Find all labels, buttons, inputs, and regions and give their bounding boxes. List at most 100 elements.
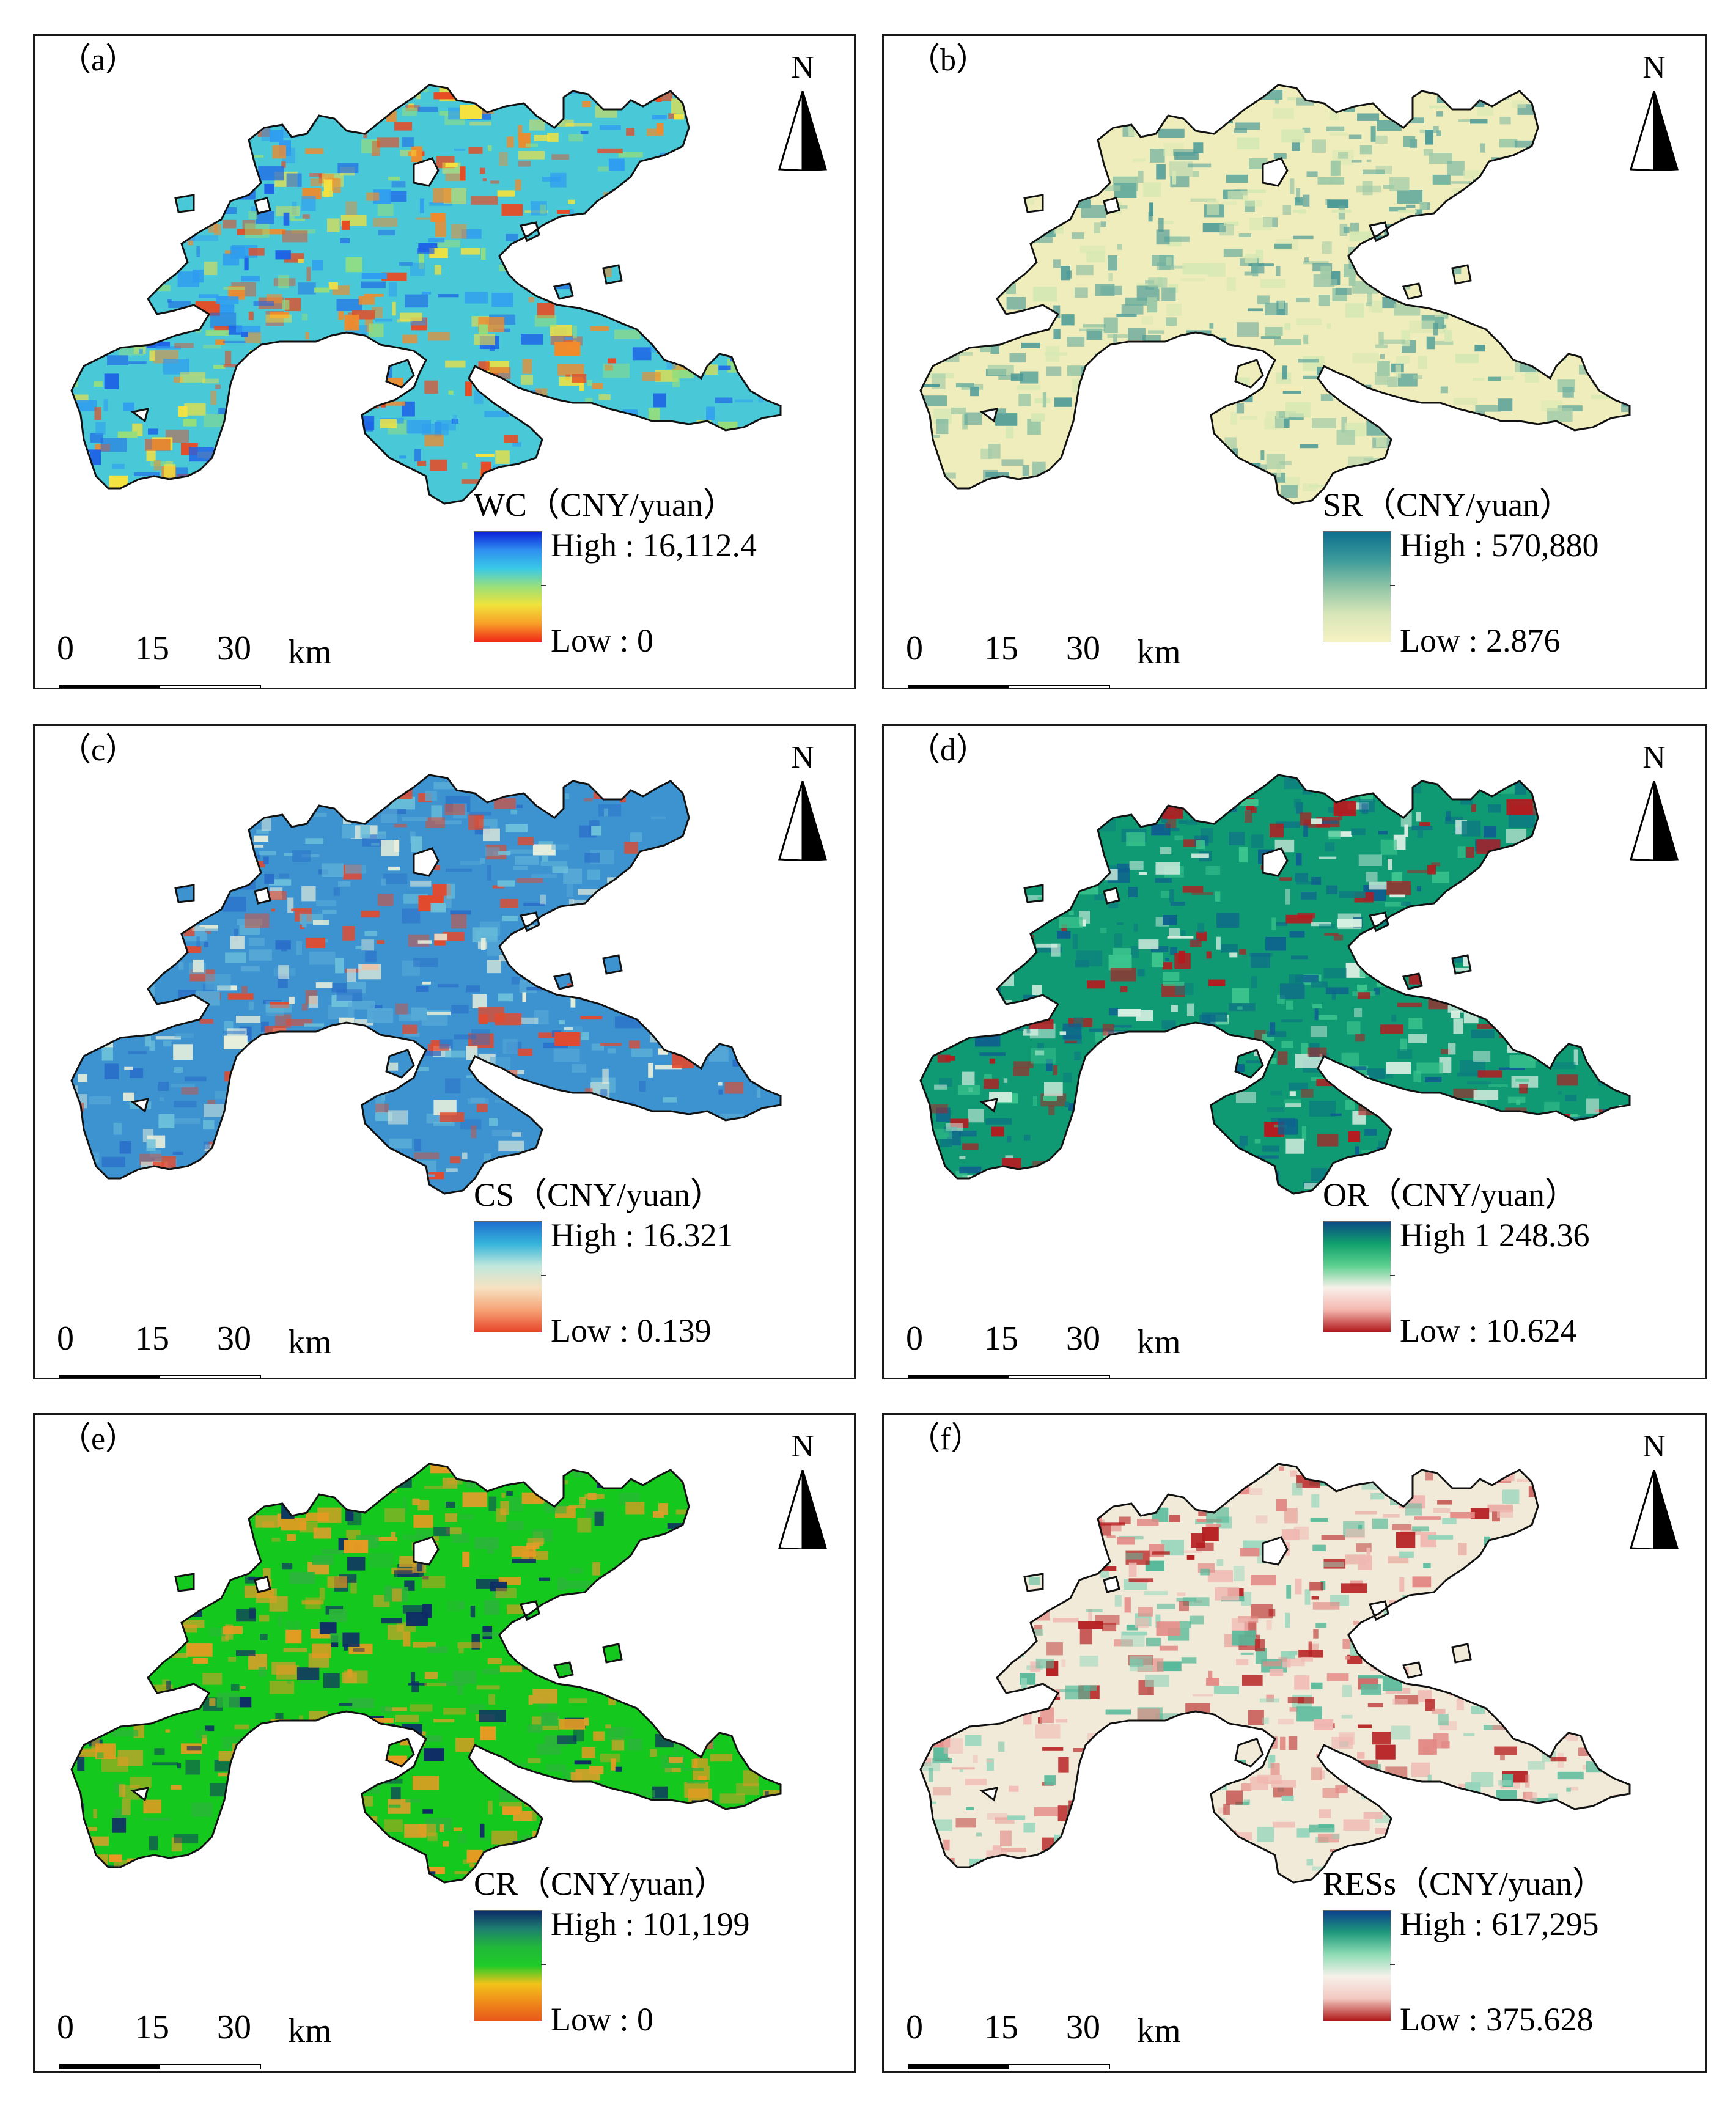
legend-high-label: High : 617,295	[1400, 1906, 1599, 1942]
north-label: N	[791, 740, 814, 775]
legend-color-ramp	[474, 1221, 542, 1332]
scale-tick-0: 0	[906, 1320, 923, 1357]
map-panel-c: （c） N CS（CNY/yuan） High : 16.321 Low : 0…	[33, 724, 856, 1379]
scale-bar: 0 15 30 km	[57, 1295, 375, 1378]
legend-mid-tick	[541, 1964, 546, 1965]
scale-tick-30: 30	[1066, 630, 1100, 667]
legend-high-label: High 1 248.36	[1400, 1217, 1590, 1254]
map-panel-e: （e） N CR（CNY/yuan） High : 101,199 Low : …	[33, 1413, 856, 2073]
scale-bar: 0 15 30 km	[57, 604, 375, 688]
north-arrow: N	[1625, 742, 1683, 864]
north-label: N	[791, 1429, 814, 1464]
scale-bar: 0 15 30 km	[906, 1983, 1224, 2069]
study-area-boundary	[919, 1463, 1631, 1884]
legend-low-label: Low : 0.139	[551, 1312, 712, 1349]
scale-bar-graphic	[908, 685, 1110, 688]
scale-bar-graphic	[908, 1375, 1110, 1378]
north-label: N	[1642, 740, 1666, 775]
north-arrow: N	[773, 742, 832, 864]
legend-color-ramp	[474, 531, 542, 642]
legend: SR（CNY/yuan） High : 570,880 Low : 2.876	[1323, 488, 1702, 684]
panel-label: （a）	[59, 43, 138, 78]
scale-tick-15: 15	[984, 1320, 1018, 1357]
scale-tick-15: 15	[135, 2008, 169, 2046]
legend-title: WC（CNY/yuan）	[474, 487, 736, 523]
legend-title: RESs（CNY/yuan）	[1323, 1865, 1606, 1902]
legend-mid-tick	[1390, 585, 1395, 586]
legend: OR（CNY/yuan） High 1 248.36 Low : 10.624	[1323, 1178, 1702, 1374]
north-arrow-icon	[778, 781, 827, 861]
scale-tick-15: 15	[984, 630, 1018, 667]
scale-unit: km	[288, 2012, 332, 2050]
legend-color-ramp	[1323, 1910, 1391, 2021]
study-area-map	[70, 1463, 782, 1884]
scale-tick-0: 0	[906, 2008, 923, 2046]
legend-low-label: Low : 375.628	[1400, 2001, 1594, 2038]
scale-tick-0: 0	[57, 630, 74, 667]
legend: RESs（CNY/yuan） High : 617,295 Low : 375.…	[1323, 1867, 1702, 2063]
legend-high-label: High : 16.321	[551, 1217, 734, 1254]
study-area-boundary	[919, 84, 1631, 505]
north-label: N	[1642, 1429, 1666, 1464]
legend-color-ramp	[474, 1910, 542, 2021]
north-arrow: N	[773, 52, 832, 174]
legend-mid-tick	[1390, 1275, 1395, 1276]
scale-bar: 0 15 30 km	[906, 1295, 1224, 1378]
map-panel-d: （d） N OR（CNY/yuan） High 1 248.36 Low : 1…	[882, 724, 1707, 1379]
scale-tick-15: 15	[135, 630, 169, 667]
legend-low-label: Low : 0	[551, 622, 653, 659]
north-arrow-icon	[778, 91, 827, 171]
scale-tick-30: 30	[217, 630, 251, 667]
panel-label: （e）	[59, 1422, 138, 1456]
north-label: N	[791, 50, 814, 85]
study-area-boundary	[70, 1463, 782, 1884]
scale-tick-30: 30	[1066, 2008, 1100, 2046]
scale-bar-graphic	[908, 2064, 1110, 2069]
legend-high-label: High : 16,112.4	[551, 527, 757, 564]
panel-label: （d）	[908, 733, 988, 768]
scale-tick-30: 30	[217, 2008, 251, 2046]
north-label: N	[1642, 50, 1666, 85]
legend-title: SR（CNY/yuan）	[1323, 487, 1573, 523]
scale-unit: km	[288, 1323, 332, 1361]
scale-tick-0: 0	[906, 630, 923, 667]
panel-label: （c）	[59, 733, 138, 768]
scale-unit: km	[288, 633, 332, 671]
legend-title: CR（CNY/yuan）	[474, 1865, 727, 1902]
legend-low-label: Low : 10.624	[1400, 1312, 1577, 1349]
scale-bar-graphic	[59, 1375, 261, 1378]
scale-tick-30: 30	[217, 1320, 251, 1357]
scale-bar: 0 15 30 km	[57, 1983, 375, 2069]
north-arrow: N	[1625, 52, 1683, 174]
study-area-map	[919, 774, 1631, 1195]
legend-low-label: Low : 0	[551, 2001, 653, 2038]
scale-tick-30: 30	[1066, 1320, 1100, 1357]
study-area-boundary	[919, 774, 1631, 1195]
north-arrow-icon	[778, 1470, 827, 1549]
scale-unit: km	[1137, 1323, 1181, 1361]
north-arrow-icon	[1630, 91, 1679, 171]
study-area-boundary	[70, 774, 782, 1195]
scale-tick-15: 15	[135, 1320, 169, 1357]
map-panel-f: （f） N RESs（CNY/yuan） High : 617,295 Low …	[882, 1413, 1707, 2073]
panel-label: （f）	[908, 1422, 983, 1456]
legend-high-label: High : 570,880	[1400, 527, 1599, 564]
scale-bar-graphic	[59, 685, 261, 688]
legend-mid-tick	[541, 585, 546, 586]
legend-color-ramp	[1323, 1221, 1391, 1332]
scale-unit: km	[1137, 633, 1181, 671]
study-area-map	[70, 774, 782, 1195]
north-arrow-icon	[1630, 1470, 1679, 1549]
legend: CR（CNY/yuan） High : 101,199 Low : 0	[474, 1867, 853, 2063]
study-area-map	[919, 84, 1631, 505]
legend-color-ramp	[1323, 531, 1391, 642]
north-arrow: N	[1625, 1431, 1683, 1553]
study-area-boundary	[70, 84, 782, 505]
legend-title: OR（CNY/yuan）	[1323, 1177, 1578, 1213]
study-area-map	[70, 84, 782, 505]
legend-high-label: High : 101,199	[551, 1906, 750, 1942]
scale-bar-graphic	[59, 2064, 261, 2069]
map-panel-a: （a） N WC（CNY/yuan） High : 16,112.4 Low :…	[33, 34, 856, 689]
legend: WC（CNY/yuan） High : 16,112.4 Low : 0	[474, 488, 853, 684]
scale-unit: km	[1137, 2012, 1181, 2050]
